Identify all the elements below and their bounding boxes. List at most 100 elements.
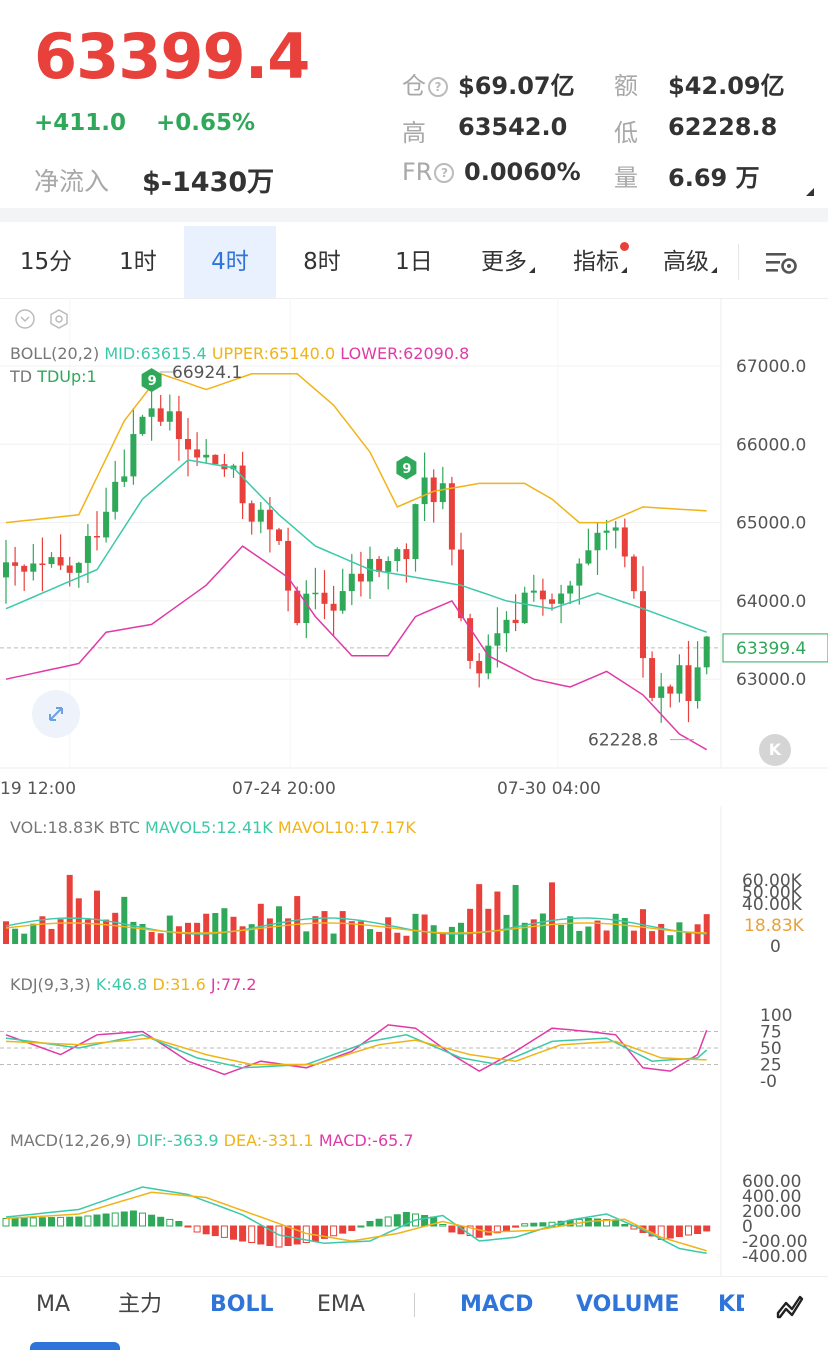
volume-bar [430, 925, 437, 944]
tab-15m[interactable]: 15分 [19, 249, 73, 275]
volume-bar [576, 930, 583, 944]
candle-body [66, 565, 73, 573]
volume-bar [521, 922, 528, 944]
settings-icon[interactable] [48, 308, 70, 330]
indicator-boll[interactable]: BOLL [210, 1292, 274, 1317]
fr-label[interactable]: FR? [402, 158, 455, 186]
candle-body [612, 527, 619, 531]
vol-tick: 60.00K [742, 871, 803, 891]
candle-body [285, 540, 292, 591]
indicator-divider [414, 1293, 415, 1317]
volume-bar [512, 884, 519, 944]
candle-body [694, 667, 701, 702]
header-divider [0, 208, 828, 222]
macd-hist-bar [357, 1225, 365, 1228]
volume-bar [175, 926, 182, 944]
oi-label[interactable]: 仓? [402, 66, 448, 101]
volume-bar [412, 913, 419, 944]
macd-hist-bar [530, 1222, 538, 1227]
volume-bar [448, 926, 455, 944]
kdj-k-line [5, 1034, 708, 1069]
kdj-tick: 75 [760, 1023, 782, 1043]
candle-body [239, 465, 246, 504]
tab-1h[interactable]: 1时 [119, 249, 157, 275]
vol-tick: 50.00K [742, 883, 803, 903]
candlestick-chart[interactable]: 67000.0 66000.0 65000.0 64000.0 63000.0 63399… [0, 298, 828, 806]
high-label: 高 [402, 119, 426, 147]
help-icon[interactable]: ? [428, 77, 448, 97]
candle-body [103, 511, 110, 538]
candle-body [212, 454, 219, 465]
candle-body [512, 619, 519, 624]
volume-bar [103, 919, 110, 944]
macd-hist-bar [111, 1212, 119, 1227]
macd-hist-bar [512, 1225, 520, 1228]
macd-hist-bar [621, 1224, 629, 1227]
tab-advanced[interactable]: 高级 [644, 226, 736, 298]
indicator-kd[interactable]: KD [718, 1292, 744, 1317]
indicator-tabs: MA 主力 BOLL EMA MACD VOLUME KD [0, 1276, 828, 1333]
macd-hist-bar [475, 1225, 483, 1238]
volume-bar [485, 908, 492, 944]
help-icon[interactable]: ? [434, 163, 455, 183]
price-tick: 67000.0 [736, 357, 806, 377]
candle-body [94, 535, 100, 538]
drawing-tool-icon[interactable] [774, 1289, 806, 1321]
indicator-main-force[interactable]: 主力 [118, 1292, 163, 1317]
macd-hist-bar [666, 1225, 674, 1239]
expand-icon [49, 707, 63, 721]
candle-body [539, 590, 546, 600]
td-marker [141, 368, 162, 393]
td-marker-label: 9 [402, 462, 411, 477]
tab-indicators[interactable]: 指标 [554, 226, 646, 298]
vol-legend: VOL:18.83K BTC MAVOL5:12.41K MAVOL10:17.… [10, 818, 416, 837]
macd-hist-bar [421, 1215, 429, 1227]
macd-hist-bar [366, 1221, 374, 1227]
vol-last-tag: 18.83K [744, 916, 805, 936]
macd-hist-bar [175, 1221, 183, 1227]
volume-bar [276, 906, 282, 944]
td-legend: TD TDUp:1 [10, 367, 97, 386]
expand-corner-icon[interactable] [806, 188, 814, 196]
indicator-macd[interactable]: MACD [460, 1292, 534, 1317]
volume-bar [367, 929, 373, 944]
macd-hist-bar [166, 1218, 174, 1227]
price-tick: 64000.0 [736, 592, 806, 612]
volume-bar [303, 931, 310, 944]
candle-body [603, 530, 610, 533]
candle-body [685, 665, 692, 702]
vol-tick: 40.00K [742, 895, 803, 915]
collapse-icon[interactable] [14, 308, 36, 330]
time-tick: 07-30 04:00 [497, 779, 601, 799]
candle-body [458, 549, 464, 619]
candle-body [12, 562, 19, 566]
candle-body [403, 549, 410, 560]
indicator-ma[interactable]: MA [36, 1292, 71, 1317]
tab-8h[interactable]: 8时 [303, 249, 341, 275]
macd-hist-bar [293, 1225, 301, 1245]
price-tick: 65000.0 [736, 514, 806, 534]
macd-hist-bar [184, 1225, 192, 1228]
indicator-volume[interactable]: VOLUME [576, 1292, 680, 1317]
tab-1d[interactable]: 1日 [395, 249, 433, 275]
volume-bar [694, 924, 701, 944]
macd-hist-bar [11, 1217, 19, 1227]
jump-latest-icon[interactable]: K [759, 734, 791, 766]
candle-body [567, 585, 574, 594]
volume-bar [239, 926, 246, 944]
volume-bar [549, 882, 555, 944]
macd-hist-bar [321, 1225, 328, 1239]
macd-hist-bar [102, 1213, 110, 1227]
macd-hist-bar [275, 1225, 283, 1248]
indicator-ema[interactable]: EMA [317, 1292, 365, 1317]
chart-settings-icon[interactable] [764, 250, 800, 276]
macd-hist-bar [211, 1225, 219, 1237]
tab-4h[interactable]: 4时 [184, 226, 276, 298]
netflow-value: $-1430万 [142, 167, 275, 198]
candle-body [421, 477, 428, 505]
tab-more[interactable]: 更多 [462, 226, 554, 298]
macd-hist-bar [703, 1225, 711, 1232]
macd-hist-bar [66, 1216, 74, 1227]
fullscreen-button[interactable] [32, 690, 80, 738]
